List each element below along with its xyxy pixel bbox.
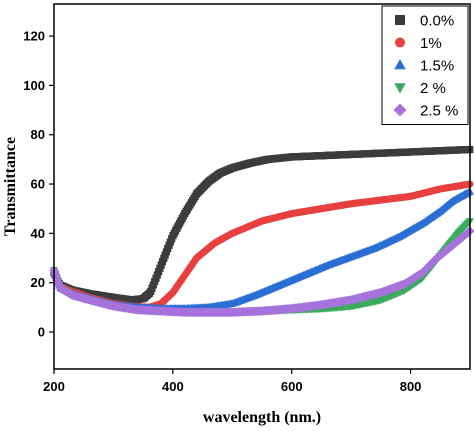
legend-marker	[394, 83, 406, 94]
legend-label: 1%	[420, 35, 442, 52]
x-tick-label: 800	[400, 379, 422, 394]
legend-label: 1.5%	[420, 58, 454, 75]
legend-label: 0.0%	[420, 13, 454, 30]
legend-marker	[395, 37, 405, 48]
y-tick-label: 120	[23, 29, 45, 44]
legend-label: 2 %	[420, 80, 446, 97]
y-tick-label: 40	[31, 226, 45, 241]
y-tick-label: 100	[23, 78, 45, 93]
legend-marker	[393, 103, 407, 117]
x-tick-label: 400	[162, 379, 184, 394]
series-3-markers	[49, 187, 474, 312]
x-tick-label: 600	[281, 379, 303, 394]
legend-marker	[394, 59, 406, 70]
legend-label: 2.5 %	[420, 103, 458, 120]
x-tick-label: 200	[43, 379, 65, 394]
y-tick-label: 80	[31, 127, 45, 142]
y-tick-label: 20	[31, 275, 45, 290]
series-1-markers	[50, 145, 474, 304]
y-tick-label: 60	[31, 177, 45, 192]
series-5-markers	[49, 226, 474, 317]
legend-marker	[395, 15, 405, 25]
legend-box	[381, 5, 469, 125]
x-axis-title: wavelength (nm.)	[203, 409, 321, 426]
y-axis-title: Transmittance	[2, 137, 19, 236]
plot-frame	[53, 3, 471, 370]
series-layer	[49, 145, 474, 317]
y-tick-label: 0	[38, 325, 45, 340]
axes-layer: 200 400 600 800 0 20 40 60 80 100 120	[23, 29, 421, 394]
legend: 0.0% 1% 1.5% 2 % 2.5 %	[381, 5, 469, 125]
